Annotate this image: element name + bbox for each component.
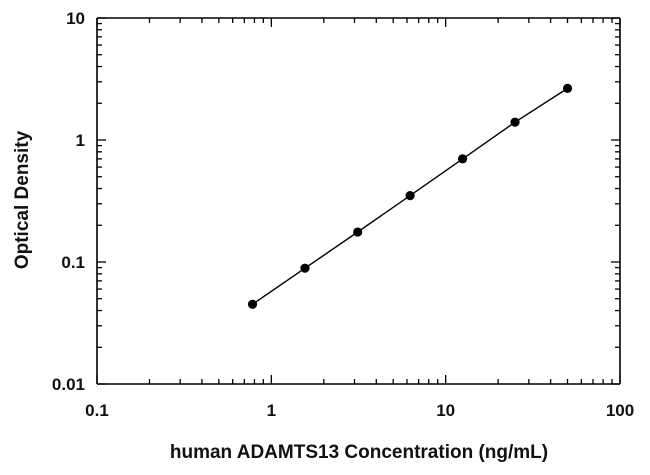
x-tick-label: 100 <box>606 401 634 420</box>
y-tick-label: 10 <box>66 9 85 28</box>
data-point <box>247 299 258 309</box>
data-point <box>510 117 520 127</box>
axes <box>96 17 621 385</box>
y-axis-title: Optical Density <box>12 130 33 269</box>
data-point <box>457 154 468 164</box>
data-point <box>562 83 573 93</box>
x-axis-title: human ADAMTS13 Concentration (ng/mL) <box>170 442 548 463</box>
data-point <box>405 191 415 201</box>
data-point <box>300 263 310 273</box>
data-points <box>247 83 573 309</box>
y-tick-label: 0.01 <box>52 375 85 394</box>
y-tick-label: 0.1 <box>61 253 85 272</box>
ticks <box>96 17 621 385</box>
x-tick-label: 0.1 <box>85 401 109 420</box>
data-point <box>353 227 363 237</box>
y-tick-label: 1 <box>76 131 85 150</box>
x-tick-label: 10 <box>436 401 455 420</box>
x-tick-label: 1 <box>267 401 276 420</box>
